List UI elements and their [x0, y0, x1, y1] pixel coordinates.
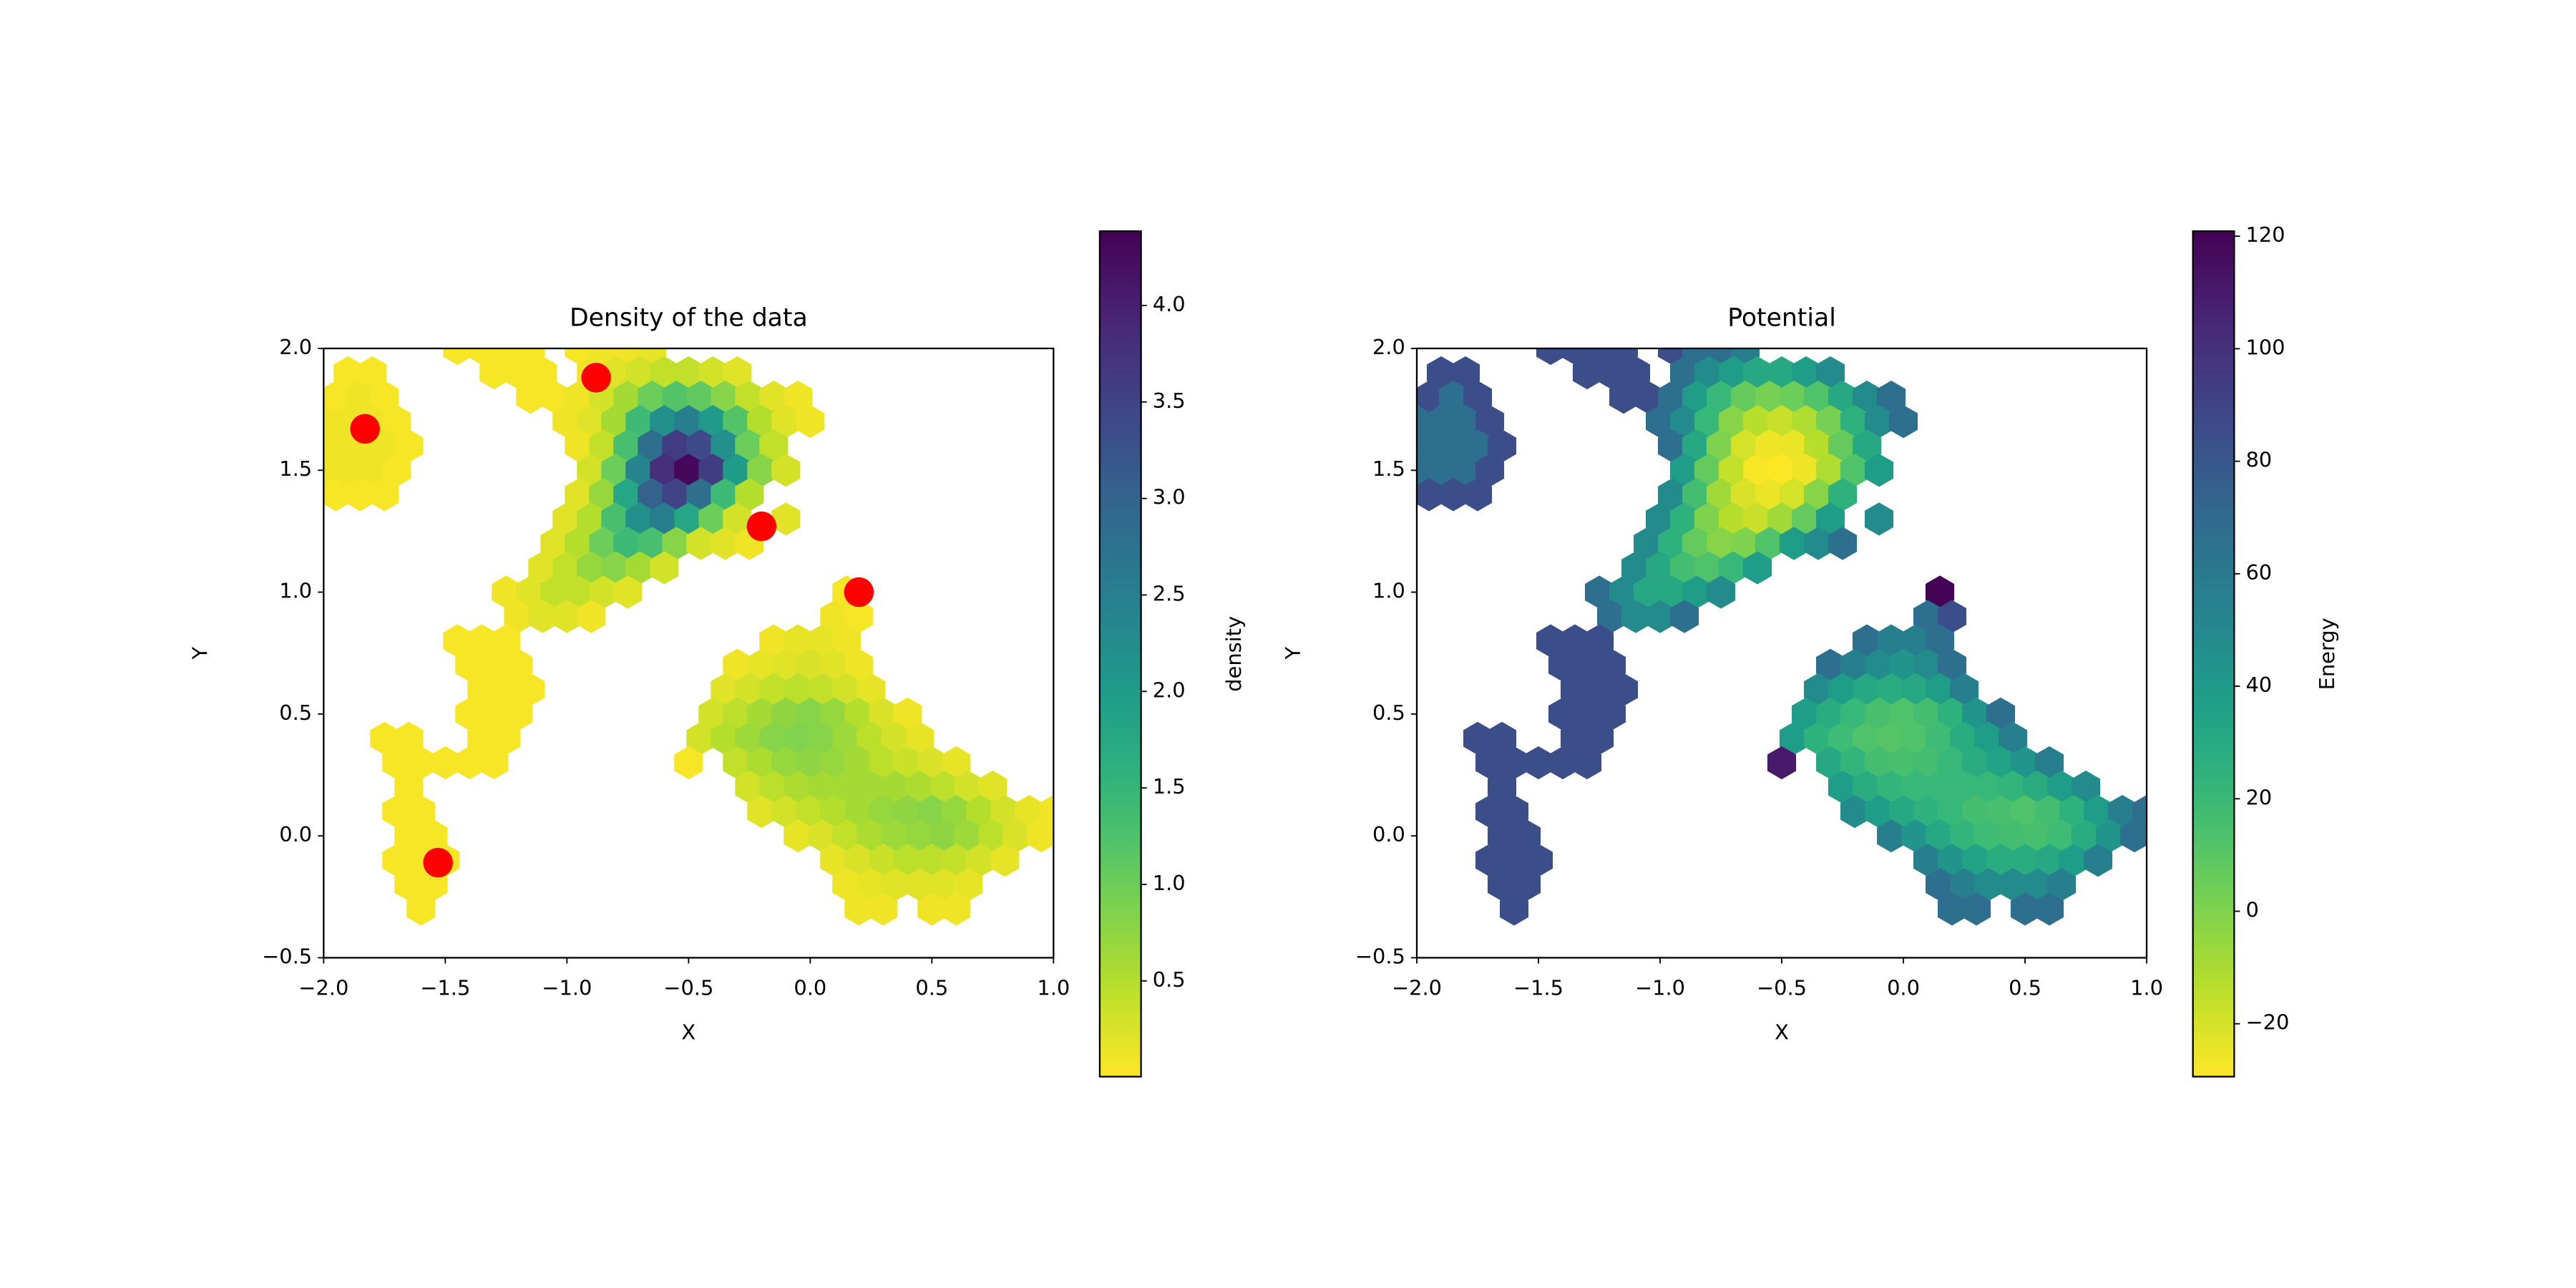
hex-cell [1961, 892, 1991, 926]
hex-cell [771, 502, 801, 536]
y-tick-label: 0.5 [1372, 701, 1405, 725]
hex-cell [1027, 819, 1054, 853]
colorbar-label: Energy [2315, 618, 2339, 690]
hex-cell [1572, 746, 1602, 780]
y-tick-label: 0.5 [279, 701, 312, 725]
x-tick-label: −1.5 [1513, 975, 1563, 1000]
plot-area [1416, 348, 2147, 926]
colorbar-tick-label: 100 [2245, 335, 2285, 359]
y-axis-label: Y [1281, 646, 1305, 660]
y-tick-label: 2.0 [279, 335, 312, 359]
marker-point [423, 847, 453, 878]
hex-cell [577, 600, 606, 633]
hex-cell [869, 892, 898, 926]
y-tick-label: 2.0 [1372, 335, 1405, 359]
hex-cell [479, 746, 509, 780]
hex-cell [2132, 794, 2147, 829]
colorbar-tick-label: 4.0 [1153, 292, 1186, 316]
y-tick-label: 1.0 [279, 579, 312, 603]
plot-area [323, 348, 1054, 926]
hex-cell [1039, 794, 1054, 829]
hex-cell [2119, 819, 2147, 853]
x-tick-label: −0.5 [663, 975, 713, 1000]
chart-title: Density of the data [570, 303, 808, 332]
x-tick-label: −2.0 [298, 975, 348, 1000]
y-tick-label: −0.5 [262, 944, 312, 968]
hex-cell [1669, 600, 1699, 633]
colorbar-tick-label: 80 [2245, 448, 2272, 472]
y-tick-label: 1.5 [1372, 457, 1405, 481]
x-tick-label: −0.5 [1757, 975, 1807, 1000]
hex-cell [1499, 892, 1529, 926]
hex-cell [674, 746, 703, 780]
x-tick-label: 0.0 [1887, 975, 1920, 1000]
colorbar-tick-label: 3.5 [1153, 389, 1186, 413]
x-tick-label: 0.0 [794, 975, 826, 1000]
hex-cell [2034, 892, 2064, 926]
colorbar-tick-label: −20 [2245, 1010, 2289, 1035]
hex-cell [1864, 502, 1894, 536]
marker-point [581, 363, 611, 393]
x-tick-label: −1.5 [420, 975, 470, 1000]
hex-cell [1828, 527, 1858, 560]
hex-cell [942, 892, 971, 926]
hex-cell [1767, 746, 1797, 780]
colorbar-tick-label: 40 [2245, 673, 2272, 697]
hex-cell [1888, 404, 1918, 439]
marker-point [844, 577, 874, 608]
colorbar-tick-label: 2.5 [1153, 581, 1186, 605]
x-tick-label: 1.0 [1037, 975, 1070, 1000]
hex-cell [1536, 348, 1566, 366]
colorbar-tick-label: 1.0 [1153, 871, 1186, 895]
y-tick-label: 0.0 [279, 822, 312, 847]
hex-cell [406, 892, 436, 926]
colorbar-tick-label: 3.0 [1153, 485, 1186, 509]
y-tick-label: 1.0 [1372, 579, 1405, 603]
chart-title: Potential [1727, 303, 1836, 332]
colorbar-tick-label: 60 [2245, 560, 2272, 585]
hex-cell [1864, 454, 1894, 487]
hex-cell [650, 551, 679, 585]
x-axis-label: X [681, 1020, 696, 1045]
hex-cell [1463, 478, 1493, 512]
x-tick-label: 0.5 [2009, 975, 2041, 1000]
colorbar-tick-label: 20 [2245, 785, 2272, 809]
colorbar-tick-label: 2.0 [1153, 678, 1186, 702]
y-tick-label: 1.5 [279, 457, 312, 481]
y-tick-label: 0.0 [1372, 822, 1405, 847]
hex-cell [2083, 844, 2113, 877]
y-tick-label: −0.5 [1355, 944, 1405, 968]
hex-cell [443, 348, 472, 366]
hex-cell [613, 575, 643, 609]
marker-point [746, 511, 777, 542]
x-tick-label: −1.0 [1635, 975, 1685, 1000]
colorbar-tick-label: 0 [2245, 897, 2258, 922]
colorbar-tick-label: 0.5 [1153, 967, 1186, 992]
hex-cell [370, 478, 399, 512]
colorbar-tick-label: 120 [2245, 223, 2285, 247]
hex-cell [1706, 575, 1736, 609]
x-axis-label: X [1775, 1020, 1789, 1045]
hex-cell [796, 404, 825, 439]
colorbar-tick-label: 1.5 [1153, 774, 1186, 799]
x-tick-label: 0.5 [915, 975, 948, 1000]
colorbar [2192, 230, 2235, 1078]
colorbar-label: density [1221, 616, 1246, 692]
y-axis-label: Y [188, 646, 213, 660]
x-tick-label: −1.0 [542, 975, 592, 1000]
hex-cell [771, 454, 801, 487]
colorbar [1098, 230, 1142, 1078]
hex-cell [990, 844, 1020, 877]
x-tick-label: −2.0 [1392, 975, 1442, 1000]
x-tick-label: 1.0 [2130, 975, 2163, 1000]
marker-point [350, 414, 380, 444]
hex-cell [1742, 551, 1772, 585]
